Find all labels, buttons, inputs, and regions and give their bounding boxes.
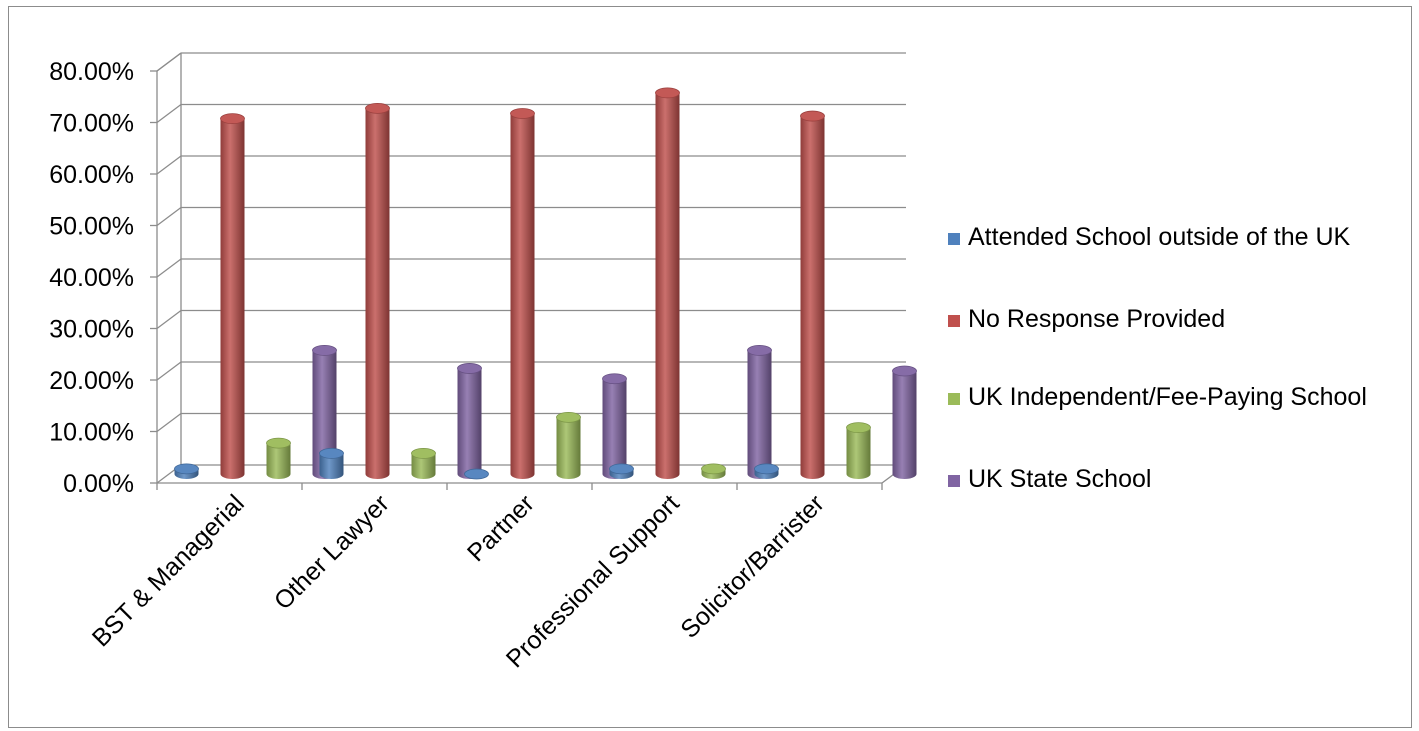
bars: [174, 87, 917, 480]
legend-label: Attended School outside of the UK: [968, 223, 1351, 251]
bar-cap: [747, 344, 772, 356]
bar-cap: [892, 365, 917, 377]
gridlines: [156, 52, 906, 484]
bar-cap: [220, 113, 245, 125]
y-tick-label: 60.00%: [49, 161, 134, 189]
legend-label: No Response Provided: [968, 305, 1226, 333]
bar-cap: [846, 422, 871, 434]
bar-body: [365, 108, 390, 479]
bar-no-response-provided-other-lawyer: [365, 102, 390, 479]
gridline-side: [156, 361, 182, 381]
bar-body: [655, 92, 680, 480]
bar-body: [510, 113, 535, 479]
legend-item-no-response: No Response Provided: [948, 304, 1388, 335]
bar-body: [602, 378, 627, 479]
bar-cap: [602, 373, 627, 385]
legend-item-uk-state: UK State School: [948, 464, 1388, 495]
y-tick-label: 50.00%: [49, 213, 134, 241]
bar-cap: [457, 363, 482, 374]
bar-body: [220, 118, 245, 480]
bar-no-response-provided-solicitor-barrister: [800, 110, 825, 479]
bar-body: [846, 427, 871, 479]
bar-body: [747, 350, 772, 479]
bar-body: [457, 368, 482, 479]
bar-attended-school-outside-of-the-uk-bst-managerial: [174, 463, 199, 479]
bar-uk-state-school-partner: [602, 373, 627, 479]
legend-swatch: [948, 233, 960, 245]
y-tick-label: 80.00%: [49, 58, 134, 86]
bar-attended-school-outside-of-the-uk-other-lawyer: [319, 447, 344, 479]
bar-uk-state-school-bst-managerial: [312, 344, 337, 479]
gridline-side: [156, 155, 182, 175]
y-tick-label: 10.00%: [49, 419, 134, 447]
bar-cap: [800, 110, 825, 122]
x-tick-label: BST & Managerial: [87, 489, 250, 652]
bar-no-response-provided-partner: [510, 108, 535, 479]
legend-swatch: [948, 475, 960, 487]
bar-uk-independent-fee-paying-school-solicitor-barrister: [846, 422, 871, 479]
bar-attended-school-outside-of-the-uk-solicitor-barrister: [754, 463, 779, 479]
y-axis-top: [156, 52, 182, 72]
bar-uk-state-school-solicitor-barrister: [892, 365, 917, 479]
x-tick-labels: BST & Managerial Other Lawyer PartnerProfe…: [87, 489, 830, 673]
axes: [150, 52, 907, 490]
y-tick-label: 30.00%: [49, 316, 134, 344]
legend-item-uk-independent: UK Independent/Fee-Paying School: [948, 382, 1388, 413]
legend-item-attended-outside-uk: Attended School outside of the UK: [948, 222, 1388, 253]
bar-uk-independent-fee-paying-school-bst-managerial: [266, 437, 291, 479]
bar-uk-independent-fee-paying-school-other-lawyer: [411, 447, 436, 479]
bar-body: [266, 443, 291, 479]
y-tick-label: 0.00%: [63, 470, 134, 498]
legend-label: UK Independent/Fee-Paying School: [968, 383, 1367, 411]
gridline-side: [156, 206, 182, 227]
bar-cap: [701, 463, 726, 475]
bar-cap: [411, 447, 436, 459]
bar-body: [800, 116, 825, 479]
gridline-side: [156, 412, 182, 433]
bar-attended-school-outside-of-the-uk-professional-support: [609, 463, 634, 479]
bar-cap: [609, 463, 634, 475]
bar-attended-school-outside-of-the-uk-partner: [464, 468, 489, 480]
y-tick-label: 20.00%: [49, 367, 134, 395]
bar-uk-state-school-professional-support: [747, 344, 772, 479]
y-tick-label: 40.00%: [49, 264, 134, 292]
y-tick-label: 70.00%: [49, 110, 134, 138]
bar-body: [411, 453, 436, 479]
bar-body: [892, 371, 917, 479]
x-tick-label: Other Lawyer: [269, 489, 395, 615]
bar-cap: [266, 437, 291, 449]
x-tick-label: Solicitor/Barrister: [675, 489, 829, 643]
bar-cap: [754, 463, 779, 475]
bar-cap: [365, 102, 390, 114]
bar-cap: [510, 108, 535, 119]
bar-uk-independent-fee-paying-school-partner: [556, 411, 581, 479]
x-tick-label: Partner: [462, 489, 540, 567]
legend-swatch: [948, 393, 960, 405]
gridline-side: [156, 258, 182, 278]
bar-uk-state-school-other-lawyer: [457, 363, 482, 479]
bar-cap: [655, 87, 680, 99]
y-tick-labels: 0.00% 10.00% 20.00% 30.00% 40.00% 50.00% 60.00…: [49, 58, 134, 498]
bar-body: [556, 417, 581, 479]
bar-cap: [312, 344, 337, 356]
gridline-side: [156, 103, 182, 124]
bar-body: [312, 350, 337, 479]
bar-uk-independent-fee-paying-school-professional-support: [701, 463, 726, 479]
legend-swatch: [948, 315, 960, 327]
bar-cap: [556, 411, 581, 423]
bar-no-response-provided-bst-managerial: [220, 113, 245, 480]
bar-cap: [464, 468, 489, 480]
bar-no-response-provided-professional-support: [655, 87, 680, 480]
bar-body: [319, 453, 344, 479]
bar-cap: [319, 447, 344, 459]
gridline-side: [156, 309, 182, 330]
legend-label: UK State School: [968, 465, 1152, 493]
bar-cap: [174, 463, 199, 475]
